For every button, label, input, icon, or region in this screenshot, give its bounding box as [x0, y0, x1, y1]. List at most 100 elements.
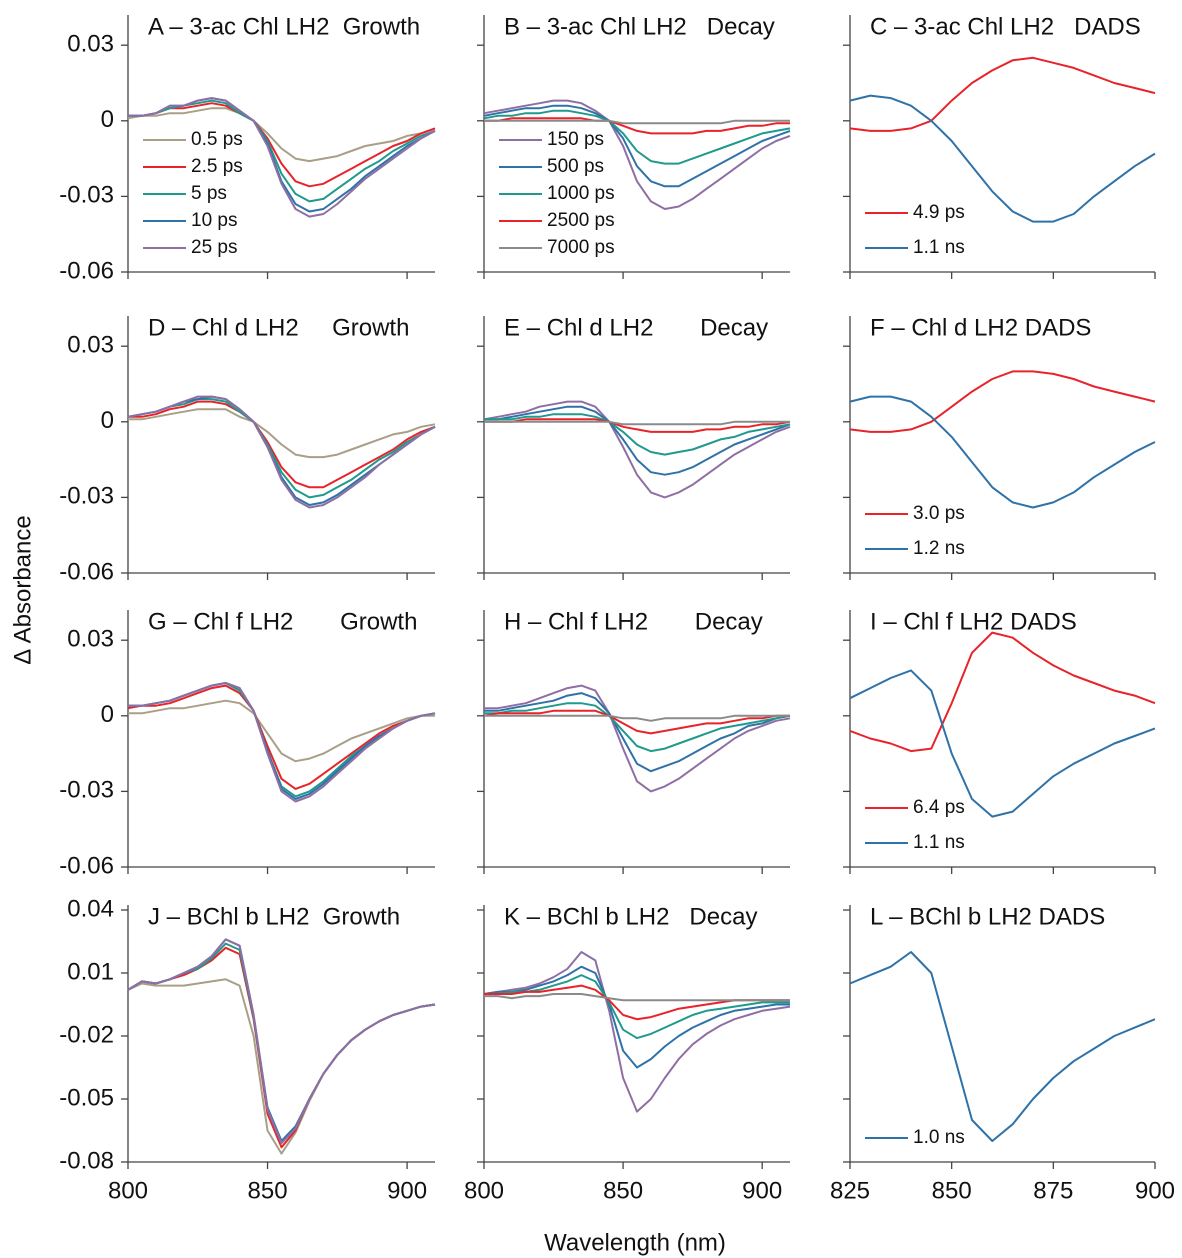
legend-label: 1000 ps — [547, 183, 615, 204]
x-tick-label: 800 — [108, 1177, 148, 1204]
legend-label: 150 ps — [547, 129, 604, 150]
spectrum-line — [483, 965, 790, 1069]
y-tick-label: -0.08 — [59, 1147, 114, 1174]
legend-label: 3.0 ps — [913, 503, 965, 524]
panel-title: I – Chl f LH2 DADS — [870, 608, 1077, 635]
spectrum-line — [127, 107, 436, 163]
panel-title: A – 3-ac Chl LH2 Growth — [148, 13, 420, 40]
panel-title: K – BChl b LH2 Decay — [504, 903, 757, 930]
x-tick-label: 875 — [1033, 1177, 1073, 1204]
y-tick-label: 0.04 — [67, 895, 114, 922]
spectrum-line — [484, 993, 790, 1002]
spectrum-line — [849, 370, 1156, 433]
legend-label: 7000 ps — [547, 237, 615, 258]
spectrum-line — [128, 699, 435, 763]
legend-label: 6.4 ps — [913, 797, 965, 818]
legend-label: 1.2 ns — [913, 538, 965, 559]
x-tick-label: 850 — [603, 1177, 643, 1204]
spectrum-line — [484, 974, 790, 1040]
panel-title: E – Chl d LH2 Decay — [504, 314, 768, 341]
spectrum-line — [127, 684, 436, 790]
y-tick-label: 0.03 — [67, 31, 114, 58]
x-tick-label: 900 — [1135, 1177, 1175, 1204]
legend-label: 2500 ps — [547, 210, 615, 231]
spectrum-line — [849, 631, 1156, 753]
spectrum-line — [484, 692, 791, 773]
spectrum-line — [127, 938, 436, 1145]
legend-label: 1.1 ns — [913, 237, 965, 258]
x-tick-label: 825 — [830, 1177, 870, 1204]
legend-label: 4.9 ps — [913, 202, 965, 223]
y-tick-label: 0 — [101, 701, 114, 728]
legend-label: 2.5 ps — [191, 156, 243, 177]
y-tick-label: 0.03 — [67, 332, 114, 359]
spectrum-line — [484, 117, 790, 135]
spectrum-line — [484, 413, 791, 456]
legend-label: 1.1 ns — [913, 832, 965, 853]
panel-title: C – 3-ac Chl LH2 DADS — [870, 13, 1141, 40]
legend-label: 1.0 ns — [913, 1127, 965, 1148]
spectrum-line — [483, 109, 791, 165]
spectrum-line — [849, 951, 1156, 1142]
x-tick-label: 800 — [464, 1177, 504, 1204]
spectrum-line — [127, 938, 436, 1142]
legend-label: 10 ps — [191, 210, 237, 231]
x-axis-label: Wavelength (nm) — [544, 1229, 726, 1256]
spectrum-line — [128, 682, 436, 800]
spectrum-line — [849, 669, 1156, 818]
spectrum-line — [484, 119, 790, 125]
legend-label: 0.5 ps — [191, 129, 243, 150]
spectrum-line — [484, 405, 791, 476]
spectrum-line — [484, 684, 791, 793]
spectrum-line — [484, 714, 790, 722]
panel-title: G – Chl f LH2 Growth — [148, 608, 417, 635]
y-tick-label: 0 — [101, 407, 114, 434]
panel-title: F – Chl d LH2 DADS — [870, 314, 1091, 341]
legend-label: 500 ps — [547, 156, 604, 177]
y-tick-label: -0.06 — [59, 852, 114, 879]
panel-title: B – 3-ac Chl LH2 Decay — [504, 13, 775, 40]
y-axis-label: Δ Absorbance — [9, 515, 36, 664]
y-tick-label: -0.03 — [59, 182, 114, 209]
spectrum-line — [127, 978, 436, 1155]
spectrum-line — [484, 420, 790, 426]
spectrum-line — [128, 408, 436, 459]
panel-title: L – BChl b LH2 DADS — [870, 903, 1105, 930]
spectrum-line — [483, 400, 791, 499]
spectrum-line — [483, 99, 791, 210]
x-tick-label: 850 — [248, 1177, 288, 1204]
y-tick-label: 0 — [101, 106, 114, 133]
legend-label: 5 ps — [191, 183, 227, 204]
y-tick-label: -0.06 — [59, 257, 114, 284]
spectrum-line — [128, 400, 436, 489]
legend-label: 25 ps — [191, 237, 237, 258]
spectrum-line — [128, 99, 436, 203]
x-tick-label: 900 — [742, 1177, 782, 1204]
spectrum-line — [484, 418, 791, 433]
spectrum-line — [483, 709, 790, 735]
y-tick-label: 0.01 — [67, 958, 114, 985]
spectrum-line — [484, 702, 791, 753]
spectrum-line — [849, 94, 1156, 223]
spectrum-line — [849, 395, 1156, 509]
y-tick-label: -0.06 — [59, 558, 114, 585]
spectrum-line — [127, 395, 436, 509]
spectrum-line — [483, 951, 791, 1113]
spectrum-line — [483, 104, 791, 188]
y-tick-label: -0.03 — [59, 777, 114, 804]
y-tick-label: -0.03 — [59, 483, 114, 510]
x-tick-label: 900 — [387, 1177, 427, 1204]
spectrum-line — [128, 682, 436, 803]
spectrum-line — [127, 942, 436, 1145]
panel-title: J – BChl b LH2 Growth — [148, 903, 400, 930]
spectrum-line — [849, 56, 1156, 132]
spectrum-line — [128, 97, 436, 218]
panel-title: H – Chl f LH2 Decay — [504, 608, 763, 635]
spectrum-line — [127, 398, 436, 499]
spectrum-line — [128, 102, 436, 188]
x-tick-label: 850 — [932, 1177, 972, 1204]
panel-title: D – Chl d LH2 Growth — [148, 314, 409, 341]
y-tick-label: -0.05 — [59, 1084, 114, 1111]
y-tick-label: -0.02 — [59, 1021, 114, 1048]
